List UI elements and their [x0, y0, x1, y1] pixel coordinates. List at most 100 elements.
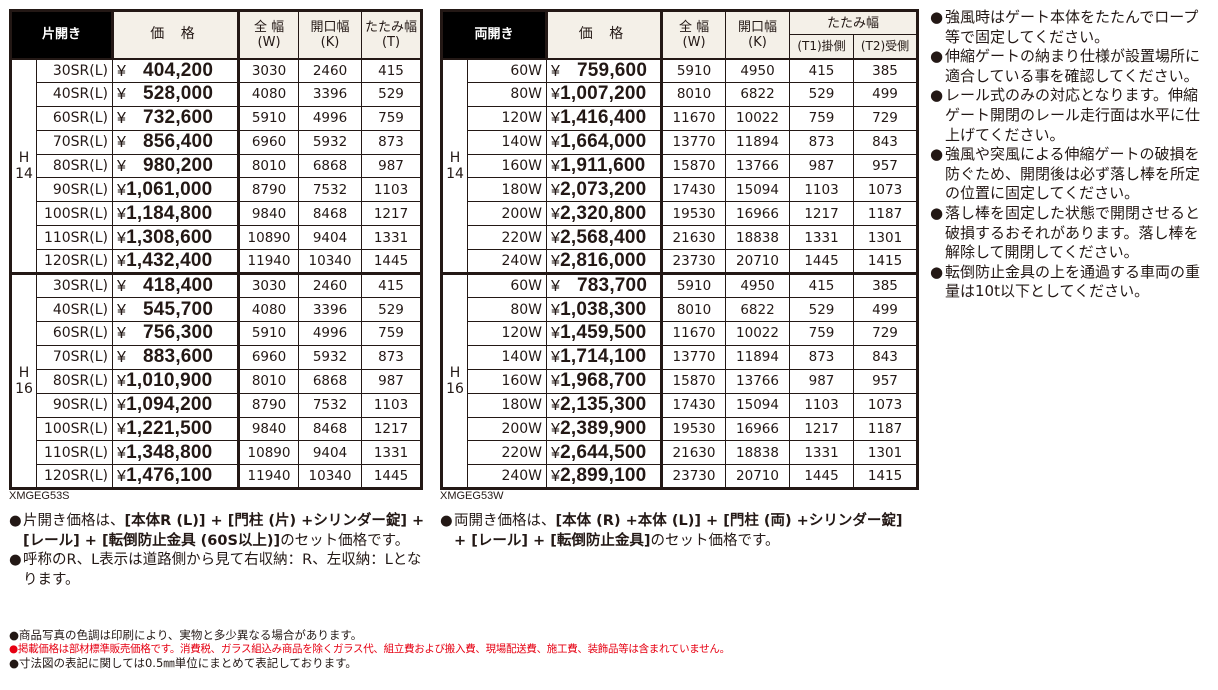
dimension-t-cell: 529	[361, 81, 423, 107]
dimension-k-cell: 6868	[298, 368, 363, 394]
model-cell: 160W	[466, 368, 548, 394]
folded-width-header: たたみ幅	[789, 10, 919, 35]
dimension-w-cell: 11940	[238, 249, 300, 275]
dimension-k-cell: 16966	[725, 416, 791, 442]
dimension-t1-cell: 415	[789, 58, 855, 83]
table-row: 80W ¥1,007,200 8010 6822 529 499	[442, 81, 919, 107]
dimension-k-cell: 18838	[725, 225, 791, 251]
dimension-t2-cell: 957	[853, 368, 919, 394]
table-row: 40SR(L) ¥528,000 4080 3396 529	[11, 81, 423, 107]
dimension-t2-cell: 729	[853, 321, 919, 346]
price-value: 528,000	[143, 83, 214, 105]
bullet-icon: ●	[9, 552, 22, 568]
price-cell: ¥2,644,500	[546, 440, 664, 466]
table-row: 240W ¥2,899,100 23730 20710 1445 1415	[442, 464, 919, 490]
table-row: 90SR(L) ¥1,094,200 8790 7532 1103	[11, 392, 423, 418]
price-value: 2,135,300	[560, 394, 647, 416]
caution-text: 落し棒を固定した状態で開閉させると破損するおそれがあります。落し棒を解除して開閉…	[945, 203, 1201, 262]
model-cell: 240W	[466, 464, 548, 490]
price-cell: ¥1,010,900	[112, 368, 241, 394]
dimension-t1-cell: 1445	[789, 249, 855, 275]
price-value: 1,094,200	[126, 394, 213, 416]
dimension-t-cell: 1217	[361, 201, 423, 227]
dimension-t2-cell: 1187	[853, 416, 919, 442]
caution-text: 強風時はゲート本体をたたんでロープ等で固定してください。	[945, 8, 1199, 46]
bullet-icon: ●	[930, 262, 944, 281]
model-cell: 220W	[466, 440, 548, 466]
model-cell: 70SR(L)	[35, 129, 114, 155]
table-row: 120SR(L) ¥1,476,100 11940 10340 1445	[11, 464, 423, 490]
model-cell: 80W	[466, 297, 548, 323]
yen-symbol: ¥	[551, 397, 561, 415]
bullet-icon: ●	[9, 656, 20, 670]
price-value: 759,600	[577, 59, 648, 81]
double-swing-price-table: 両開き 価 格 全 幅 (W) 開口幅 (K) たたみ幅 (T1)掛側 (T2)受側…	[440, 9, 920, 491]
dimension-w-cell: 5910	[238, 321, 300, 346]
dimension-t2-cell: 843	[853, 129, 919, 155]
footer-note: ●商品写真の色調は印刷により、実物と多少異なる場合があります。	[9, 628, 730, 642]
note-text: 両開き価格は、	[454, 513, 556, 529]
table-row: 200W ¥2,320,800 19530 16966 1217 1187	[442, 201, 919, 227]
yen-symbol: ¥	[117, 62, 127, 80]
price-value: 1,221,500	[126, 418, 213, 440]
double-swing-corner-label: 両開き	[440, 10, 549, 59]
model-cell: 180W	[466, 392, 548, 418]
table-row: 40SR(L) ¥545,700 4080 3396 529	[11, 297, 423, 323]
dimension-w-cell: 3030	[238, 58, 300, 83]
caution-text: 強風や突風による伸縮ゲートの破損を防ぐため、開閉後は必ず落し棒を所定の位置に固定…	[945, 145, 1201, 203]
price-value: 1,348,800	[126, 441, 213, 463]
price-cell: ¥1,061,000	[112, 177, 241, 203]
model-cell: 80SR(L)	[35, 368, 114, 394]
price-value: 1,038,300	[560, 298, 647, 320]
dimension-k-cell: 4996	[298, 105, 363, 131]
table-row: 220W ¥2,644,500 21630 18838 1331 1301	[442, 440, 919, 466]
model-cell: 30SR(L)	[35, 58, 114, 83]
table-row: 160W ¥1,968,700 15870 13766 987 957	[442, 368, 919, 394]
single-swing-notes: ● 片開き価格は、[本体R (L)] + [門柱 (片) +シリンダー錠] + […	[9, 512, 429, 590]
dimension-w-cell: 13770	[661, 344, 727, 370]
price-value: 732,600	[143, 107, 214, 129]
price-cell: ¥1,416,400	[546, 105, 664, 131]
yen-symbol: ¥	[117, 253, 127, 271]
price-cell: ¥2,073,200	[546, 177, 664, 203]
table-row: 140W ¥1,664,000 13770 11894 873 843	[442, 129, 919, 155]
dimension-k-cell: 8468	[298, 416, 363, 442]
yen-symbol: ¥	[551, 468, 561, 486]
table-row: 180W ¥2,073,200 17430 15094 1103 1073	[442, 177, 919, 203]
model-cell: 200W	[466, 201, 548, 227]
price-cell: ¥783,700	[546, 272, 664, 299]
price-cell: ¥2,899,100	[546, 464, 664, 490]
dimension-k-cell: 10022	[725, 105, 791, 131]
dimension-w-cell: 17430	[661, 177, 727, 203]
price-value: 1,432,400	[126, 250, 213, 272]
table-row: 70SR(L) ¥883,600 6960 5932 873	[11, 344, 423, 370]
yen-symbol: ¥	[117, 205, 127, 223]
table-row: 180W ¥2,135,300 17430 15094 1103 1073	[442, 392, 919, 418]
yen-symbol: ¥	[551, 421, 561, 439]
table-row: 80SR(L) ¥1,010,900 8010 6868 987	[11, 368, 423, 394]
price-value: 418,400	[143, 275, 214, 297]
model-cell: 40SR(L)	[35, 81, 114, 107]
price-cell: ¥1,432,400	[112, 249, 241, 275]
dimension-t2-cell: 1301	[853, 225, 919, 251]
model-cell: 120SR(L)	[35, 464, 114, 490]
model-cell: 200W	[466, 416, 548, 442]
dimension-w-cell: 11940	[238, 464, 300, 490]
model-cell: 90SR(L)	[35, 177, 114, 203]
dimension-k-cell: 6822	[725, 297, 791, 323]
table-row: H 16 60W ¥783,700 5910 4950 415 385	[441, 272, 919, 490]
bullet-icon: ●	[930, 203, 944, 222]
dimension-w-cell: 5910	[661, 58, 727, 83]
model-cell: 60SR(L)	[35, 105, 114, 131]
dimension-t1-cell: 1103	[789, 392, 855, 418]
price-cell: ¥980,200	[112, 153, 241, 179]
price-cell: ¥2,389,900	[546, 416, 664, 442]
footer-note: ●寸法図の表記に関しては0.5㎜単位にまとめて表記しております。	[9, 656, 730, 670]
dimension-t2-cell: 1187	[853, 201, 919, 227]
model-cell: 140W	[466, 344, 548, 370]
dimension-t1-cell: 415	[789, 272, 855, 299]
dimension-t1-cell: 873	[789, 344, 855, 370]
price-value: 883,600	[143, 346, 214, 368]
dimension-t1-cell: 873	[789, 129, 855, 155]
dimension-w-cell: 13770	[661, 129, 727, 155]
